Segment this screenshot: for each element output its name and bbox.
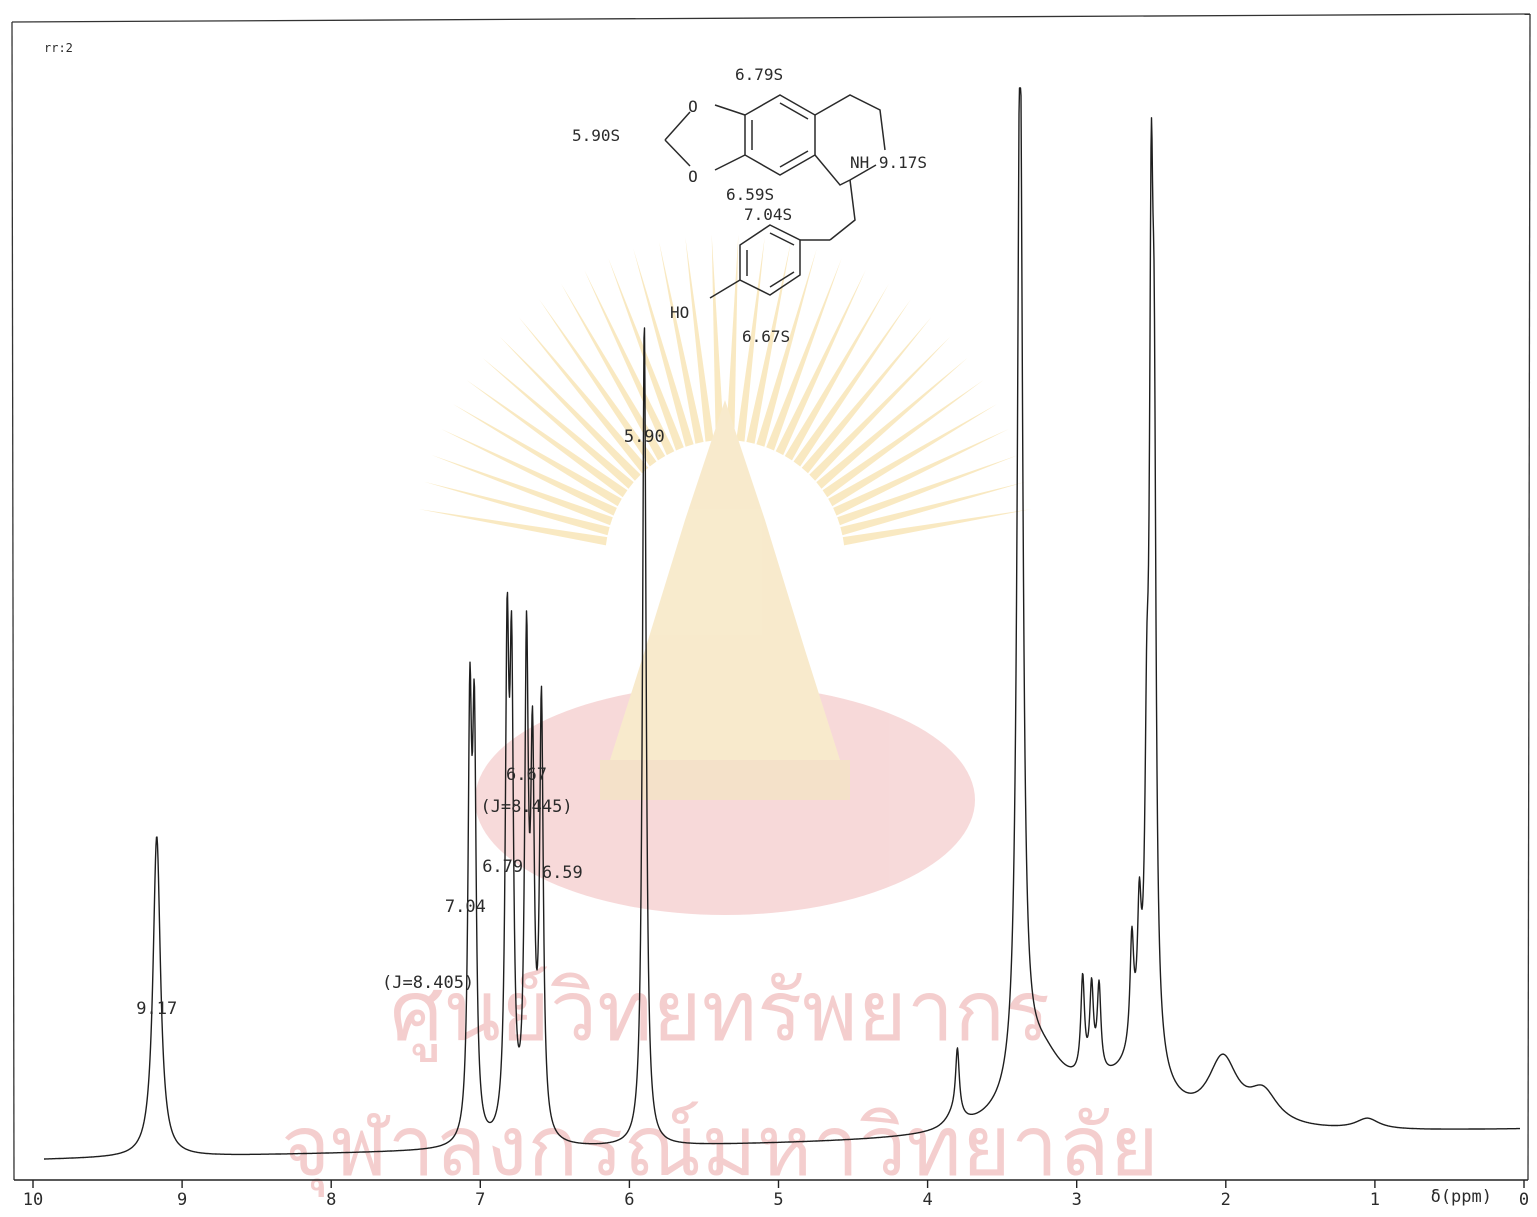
structure-label-6-67s: 6.67S [742, 327, 790, 346]
atom-oxygen-bottom: O [688, 167, 698, 186]
x-tick-label: 1 [1370, 1190, 1380, 1210]
bond [665, 112, 690, 140]
peak-label: 5.90 [624, 427, 665, 447]
x-tick-label: 2 [1221, 1190, 1231, 1210]
bond [815, 155, 850, 185]
peak-label: 6.59 [542, 863, 583, 883]
bond [715, 105, 745, 115]
plot-border-top [12, 14, 1530, 22]
peak-label: (J=8.405) [382, 973, 474, 993]
plot-border-left [12, 22, 14, 1180]
structure-label-5-90s: 5.90S [572, 126, 620, 145]
ring-double-bond [780, 103, 808, 119]
bond [665, 140, 690, 166]
x-tick-label: 9 [177, 1190, 187, 1210]
structure-label-6-79s: 6.79S [735, 65, 783, 84]
watermark-ray-icon [802, 317, 932, 473]
watermark-seal: ศูนย์วิทยทรัพยากร จุฬาลงกรณ์มหาวิทยาลัย [281, 235, 1159, 1198]
watermark-line-1: ศูนย์วิทยทรัพยากร [390, 962, 1050, 1062]
peak-label: 7.04 [445, 897, 486, 917]
watermark-ray-icon [419, 509, 607, 545]
bond [830, 180, 855, 240]
watermark-ray-icon [843, 509, 1031, 545]
x-tick-label: 4 [922, 1190, 932, 1210]
watermark-line-2: จุฬาลงกรณ์มหาวิทยาลัย [281, 1097, 1159, 1198]
peak-label: 6.67 [506, 765, 547, 785]
peak-label: 6.79 [482, 857, 523, 877]
x-tick-label: 0 [1519, 1190, 1529, 1210]
x-tick-label: 3 [1072, 1190, 1082, 1210]
watermark-ray-icon [608, 258, 683, 450]
structure-label-7-04s: 7.04S [744, 205, 792, 224]
peak-label: 9.17 [136, 999, 177, 1019]
benzo-ring-icon [745, 95, 815, 175]
watermark-ray-icon [500, 337, 641, 481]
watermark-ray-icon [519, 317, 649, 473]
watermark-ray-icon [809, 337, 950, 481]
corner-mark: rr:2 [44, 41, 73, 55]
watermark-pagoda-base-icon [600, 760, 850, 800]
x-axis-label: δ(ppm) [1431, 1187, 1492, 1207]
ring-double-bond [780, 151, 808, 167]
x-tick-label: 5 [773, 1190, 783, 1210]
watermark-ray-icon [766, 258, 841, 450]
structure-label-6-59s: 6.59S [726, 185, 774, 204]
x-tick-label: 6 [624, 1190, 634, 1210]
x-tick-label: 8 [326, 1190, 336, 1210]
bond [815, 95, 885, 150]
chemical-structure [665, 95, 885, 298]
phenol-ring-icon [740, 225, 800, 295]
x-tick-label: 7 [475, 1190, 485, 1210]
structure-label-nh: NH 9.17S [850, 153, 927, 172]
plot-border-right [1528, 14, 1530, 1180]
x-tick-label: 10 [23, 1190, 43, 1210]
peak-label: (J=8.445) [480, 797, 572, 817]
structure-label-ho: HO [670, 303, 689, 322]
atom-oxygen-top: O [688, 97, 698, 116]
bond [715, 155, 745, 170]
